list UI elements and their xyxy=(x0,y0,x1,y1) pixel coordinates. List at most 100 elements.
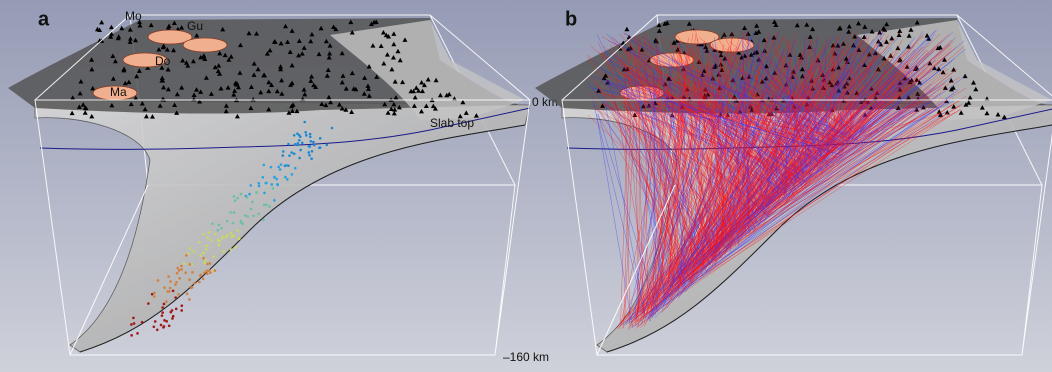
ray-path xyxy=(795,50,953,173)
station xyxy=(944,110,950,115)
earthquake xyxy=(236,229,240,232)
station xyxy=(718,52,724,58)
station xyxy=(185,63,191,68)
station xyxy=(109,102,115,108)
ray-path xyxy=(656,47,690,303)
ray-path xyxy=(652,53,679,307)
slab-edge xyxy=(606,124,1052,353)
station xyxy=(174,110,180,115)
ray-path xyxy=(661,92,801,185)
volcano xyxy=(182,37,228,53)
earthquake xyxy=(212,255,216,258)
station xyxy=(309,73,315,79)
station xyxy=(382,101,388,107)
station xyxy=(336,102,342,107)
panel-label: a xyxy=(38,8,50,30)
earthquake xyxy=(213,269,217,272)
station xyxy=(446,91,452,97)
station xyxy=(191,92,197,97)
station xyxy=(390,55,396,60)
earthquake xyxy=(174,296,177,299)
ray-path xyxy=(784,63,843,150)
earthquake xyxy=(263,191,266,195)
station xyxy=(365,86,371,91)
station xyxy=(366,63,372,69)
station xyxy=(924,33,930,38)
station xyxy=(686,21,692,26)
ray-path xyxy=(681,47,780,201)
station xyxy=(875,66,881,72)
station xyxy=(423,103,429,109)
ray-path xyxy=(724,60,953,237)
ray-path xyxy=(637,87,655,317)
station xyxy=(940,69,946,75)
ray-path xyxy=(724,55,813,162)
ray-path xyxy=(781,89,882,194)
earthquake xyxy=(187,252,191,255)
station xyxy=(267,47,273,53)
ray-path xyxy=(668,109,680,286)
ray-path xyxy=(587,56,701,257)
earthquake xyxy=(130,323,133,326)
ray-path xyxy=(637,75,734,242)
station xyxy=(862,24,868,29)
earthquake xyxy=(229,210,232,214)
earthquake xyxy=(257,182,261,185)
station xyxy=(810,26,816,32)
station xyxy=(289,28,295,33)
station xyxy=(333,26,339,32)
earthquake xyxy=(262,203,266,207)
station xyxy=(389,66,395,72)
earthquake xyxy=(165,320,169,323)
station xyxy=(159,75,165,80)
earthquake xyxy=(190,262,194,266)
ray-path xyxy=(602,79,787,192)
station xyxy=(231,92,237,97)
earthquake xyxy=(262,163,266,167)
ray-path xyxy=(636,109,961,321)
station xyxy=(142,106,148,112)
ray-path xyxy=(831,56,884,155)
earthquake xyxy=(292,152,296,156)
earthquake xyxy=(230,235,234,239)
station xyxy=(326,94,332,100)
station xyxy=(984,110,990,116)
ray-path xyxy=(786,94,915,200)
station xyxy=(754,23,760,28)
station xyxy=(70,95,76,100)
station xyxy=(979,105,985,110)
station xyxy=(400,79,406,85)
station xyxy=(165,66,171,72)
station xyxy=(112,58,118,64)
ray-path xyxy=(704,82,801,258)
station xyxy=(906,33,912,38)
station xyxy=(370,43,376,48)
station xyxy=(161,84,167,90)
earthquake xyxy=(156,279,160,282)
station xyxy=(133,95,139,101)
station xyxy=(302,91,308,97)
earthquake xyxy=(232,211,236,214)
earthquake xyxy=(216,238,220,242)
station xyxy=(877,29,883,35)
station xyxy=(837,25,843,30)
earthquake xyxy=(167,275,170,278)
earthquake xyxy=(199,254,203,257)
earthquake xyxy=(155,328,159,332)
station xyxy=(433,77,439,83)
ray-path xyxy=(614,95,653,313)
station xyxy=(460,99,466,105)
ray-path xyxy=(678,68,855,289)
station xyxy=(425,76,431,82)
station xyxy=(391,31,397,36)
ray-path xyxy=(628,40,955,331)
station xyxy=(349,70,355,76)
station xyxy=(143,113,149,119)
earthquake xyxy=(221,235,224,239)
ray-path xyxy=(855,76,899,134)
station xyxy=(172,102,178,108)
ray-path xyxy=(669,105,960,298)
station xyxy=(411,103,417,108)
ray-path xyxy=(640,73,753,325)
ray-path xyxy=(688,92,787,180)
